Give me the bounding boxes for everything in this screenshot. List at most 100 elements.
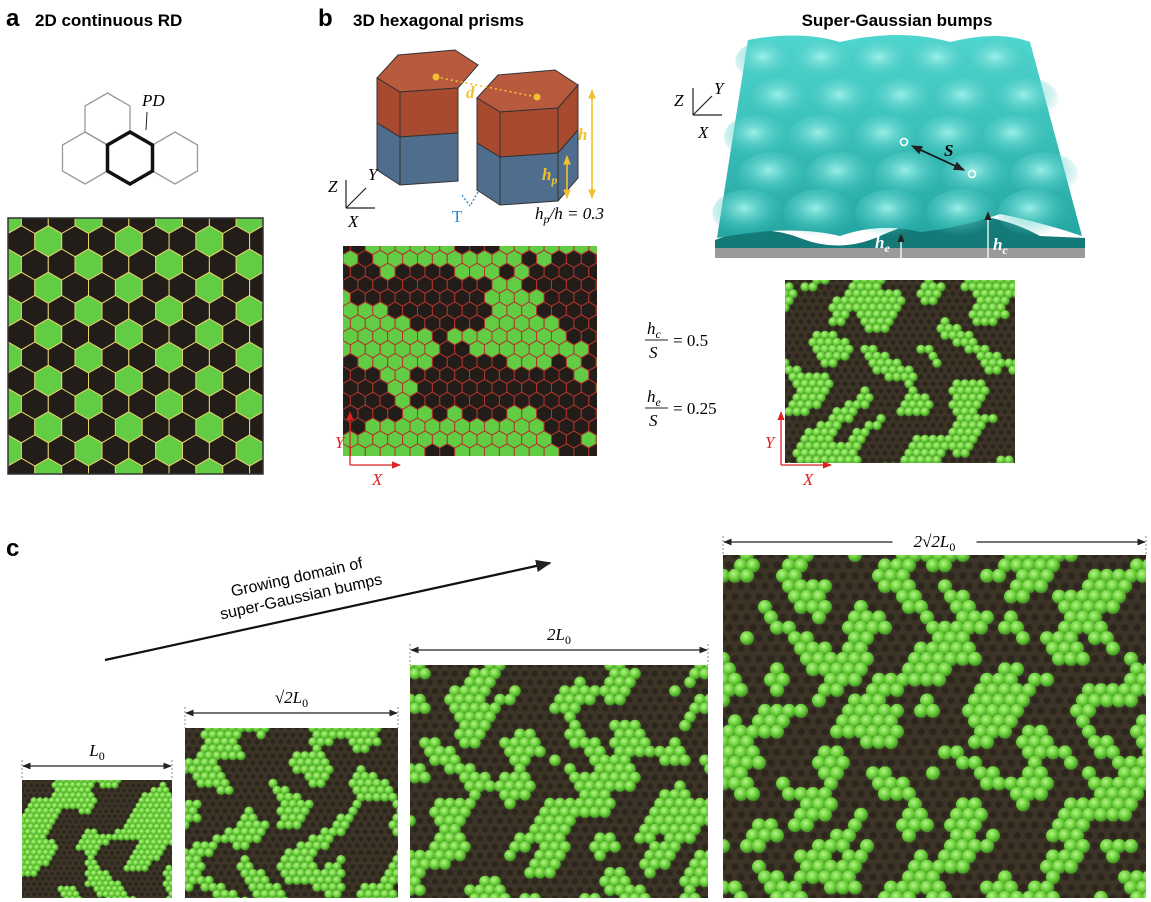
dip	[1007, 635, 1014, 642]
dip	[271, 809, 276, 814]
dip	[697, 766, 703, 772]
dip	[537, 714, 543, 720]
dip	[851, 382, 856, 387]
hexagon	[153, 132, 198, 184]
bump	[932, 456, 941, 465]
bump	[888, 463, 897, 472]
dip	[697, 714, 703, 720]
dip	[903, 305, 908, 310]
dip	[719, 614, 726, 621]
dip	[239, 795, 244, 800]
dip	[183, 781, 188, 786]
dip	[767, 759, 774, 766]
dip	[995, 635, 1002, 642]
dip	[582, 844, 588, 850]
dip	[783, 388, 788, 393]
dip	[965, 687, 972, 694]
bump	[968, 652, 982, 666]
dip	[517, 662, 523, 668]
hp-base: h	[542, 165, 551, 184]
dip	[855, 361, 860, 366]
dip	[375, 809, 380, 814]
dip	[827, 593, 834, 600]
bump	[154, 854, 161, 861]
dip	[682, 740, 688, 746]
dip	[827, 614, 834, 621]
dip	[851, 312, 856, 317]
num-sub: e	[656, 395, 662, 409]
dip	[827, 551, 834, 558]
bump	[352, 744, 361, 753]
bump	[980, 839, 994, 853]
dip	[783, 333, 788, 338]
dip	[1145, 790, 1151, 797]
dip	[38, 778, 42, 782]
bump	[320, 841, 329, 850]
dip	[1079, 572, 1086, 579]
bump	[414, 884, 426, 896]
dip	[899, 842, 906, 849]
bump	[908, 673, 922, 687]
dip	[867, 465, 872, 470]
dip	[607, 714, 613, 720]
dip	[931, 409, 936, 414]
dip	[737, 583, 744, 590]
dip	[647, 801, 653, 807]
dip	[951, 347, 956, 352]
dip	[785, 832, 792, 839]
dip	[791, 430, 796, 435]
dip	[725, 583, 732, 590]
hex-cell	[440, 444, 455, 461]
dip	[755, 614, 762, 621]
growth-text: Growing domain of super-Gaussian bumps	[214, 552, 384, 624]
dip	[855, 347, 860, 352]
dip	[452, 861, 458, 867]
dip	[622, 809, 628, 815]
bump	[904, 463, 913, 472]
dip	[347, 871, 352, 876]
dip	[755, 697, 762, 704]
dip	[845, 583, 852, 590]
dip	[991, 430, 996, 435]
dip	[887, 635, 894, 642]
ratio: hc S = 0.5 he S = 0.25	[645, 319, 717, 430]
dip	[779, 593, 786, 600]
dip	[917, 790, 924, 797]
dip	[1019, 759, 1026, 766]
dip	[851, 326, 856, 331]
dip	[827, 635, 834, 642]
dip	[809, 728, 816, 735]
dip	[452, 775, 458, 781]
dip	[991, 375, 996, 380]
bump	[788, 818, 802, 832]
dip	[497, 835, 503, 841]
dip	[351, 836, 356, 841]
dip	[158, 882, 162, 886]
bump	[972, 317, 981, 326]
dip	[761, 583, 768, 590]
dip	[833, 707, 840, 714]
dip	[407, 679, 413, 685]
bump	[770, 621, 784, 635]
bump	[794, 600, 808, 614]
dip	[797, 687, 804, 694]
dip	[107, 867, 111, 871]
dip	[795, 437, 800, 442]
dip	[343, 809, 348, 814]
surface-bump	[968, 41, 1029, 82]
dip	[65, 846, 69, 850]
dip	[223, 878, 228, 883]
hex-pattern	[321, 225, 626, 462]
width-base: 2L	[547, 625, 565, 644]
dip	[110, 872, 114, 876]
hc-base: h	[993, 235, 1002, 254]
dip	[1079, 863, 1086, 870]
dip	[761, 562, 768, 569]
dip	[1013, 749, 1020, 756]
dip	[137, 783, 141, 787]
dip	[847, 361, 852, 366]
dip	[527, 853, 533, 859]
dip	[821, 707, 828, 714]
dip	[749, 624, 756, 631]
dip	[134, 893, 138, 897]
